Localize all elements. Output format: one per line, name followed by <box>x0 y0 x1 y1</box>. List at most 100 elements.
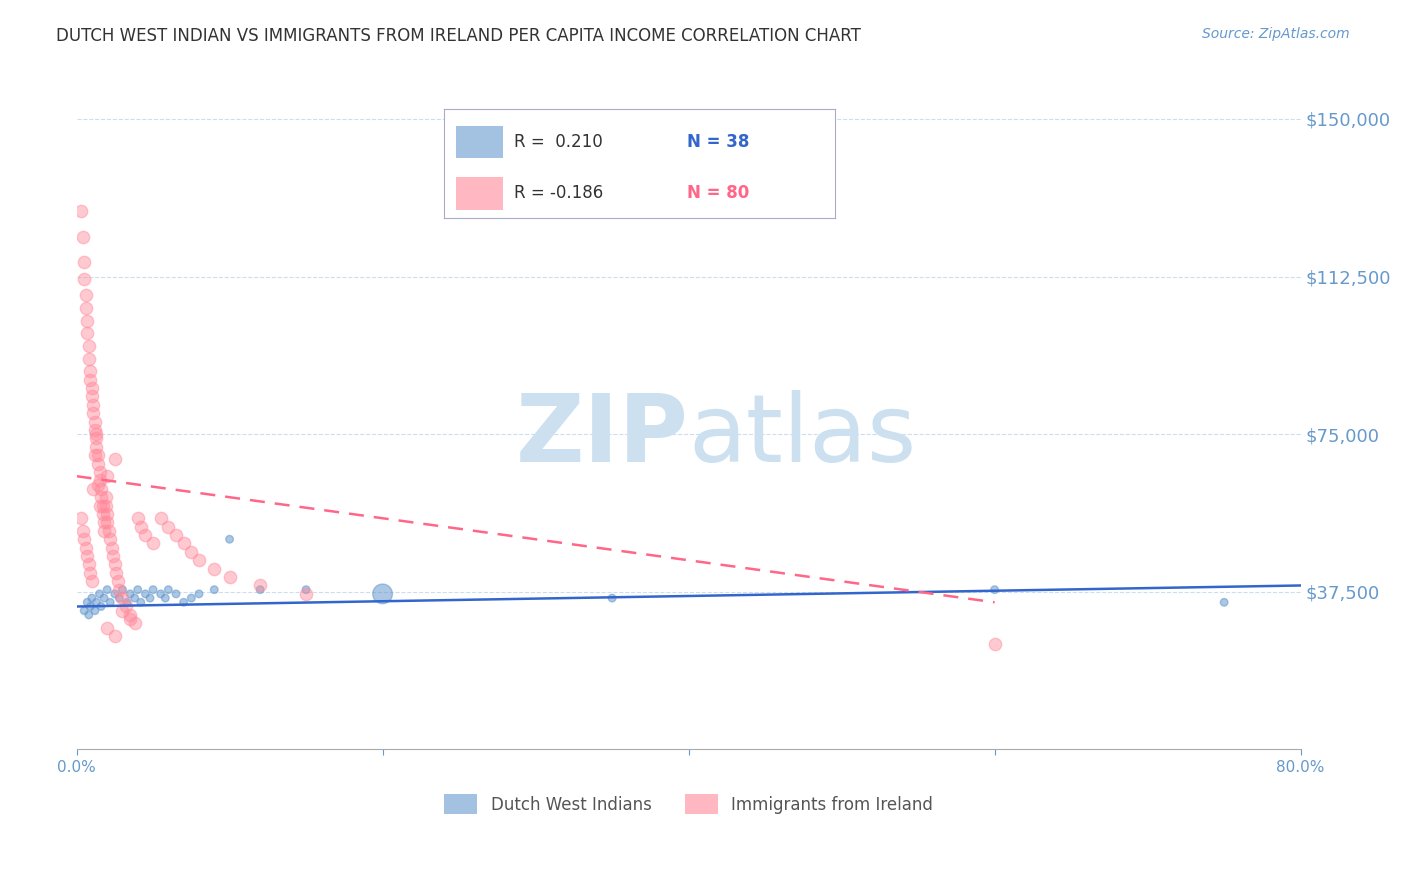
Point <box>79 599 101 614</box>
Point <box>104 558 127 572</box>
Point <box>80 574 103 589</box>
Point <box>180 545 202 559</box>
Point <box>1213 595 1236 609</box>
Point <box>115 595 138 609</box>
Point <box>87 448 110 462</box>
Point <box>142 582 165 597</box>
Point <box>111 582 134 597</box>
Point <box>96 582 118 597</box>
Point <box>188 587 211 601</box>
Point <box>87 457 110 471</box>
Legend: Dutch West Indians, Immigrants from Ireland: Dutch West Indians, Immigrants from Irel… <box>436 786 942 822</box>
Point <box>96 469 118 483</box>
Point <box>107 574 129 589</box>
Point <box>86 595 108 609</box>
Point <box>202 562 225 576</box>
Point <box>188 553 211 567</box>
Point <box>173 595 195 609</box>
Point <box>218 570 240 584</box>
Text: DUTCH WEST INDIAN VS IMMIGRANTS FROM IRELAND PER CAPITA INCOME CORRELATION CHART: DUTCH WEST INDIAN VS IMMIGRANTS FROM IRE… <box>56 27 860 45</box>
Point <box>108 591 131 606</box>
Text: Source: ZipAtlas.com: Source: ZipAtlas.com <box>1202 27 1350 41</box>
Point <box>157 519 180 533</box>
Point <box>249 582 271 597</box>
Point <box>96 516 118 530</box>
Point <box>218 533 240 547</box>
Point <box>80 381 103 395</box>
Text: atlas: atlas <box>689 390 917 483</box>
Point <box>73 533 96 547</box>
Point <box>157 582 180 597</box>
Point <box>983 637 1005 651</box>
Point <box>90 599 112 614</box>
Point <box>86 431 108 445</box>
Point <box>87 477 110 491</box>
Point <box>73 604 96 618</box>
Point <box>371 587 394 601</box>
Point <box>84 604 107 618</box>
Point <box>73 255 96 269</box>
Point <box>600 591 623 606</box>
Point <box>91 507 114 521</box>
Point <box>139 591 162 606</box>
Point <box>127 582 149 597</box>
Point <box>173 536 195 550</box>
Point <box>77 607 100 622</box>
Point <box>82 482 104 496</box>
Point <box>165 587 187 601</box>
Point <box>295 582 318 597</box>
Point <box>124 591 146 606</box>
Point <box>108 582 131 597</box>
Point <box>97 524 120 538</box>
Point <box>249 578 271 592</box>
Point <box>76 549 98 563</box>
Point <box>96 620 118 634</box>
Point <box>134 587 156 601</box>
Point <box>103 549 125 563</box>
Point <box>155 591 177 606</box>
Point <box>93 524 115 538</box>
Point <box>134 528 156 542</box>
Point <box>105 566 128 580</box>
Point <box>104 587 127 601</box>
Point <box>79 566 101 580</box>
Point <box>79 364 101 378</box>
Point <box>90 482 112 496</box>
Point <box>165 528 187 542</box>
Point <box>77 351 100 366</box>
Point <box>104 452 127 467</box>
Point <box>82 398 104 412</box>
Point <box>149 511 172 525</box>
Point <box>96 507 118 521</box>
Point <box>202 582 225 597</box>
Point <box>111 591 134 606</box>
Point <box>70 511 93 525</box>
Point <box>89 474 111 488</box>
Point <box>91 499 114 513</box>
Point <box>129 519 152 533</box>
Point <box>84 423 107 437</box>
Point <box>86 427 108 442</box>
Point <box>80 389 103 403</box>
Point <box>75 541 97 555</box>
Point <box>84 415 107 429</box>
Point <box>70 204 93 219</box>
Point <box>142 536 165 550</box>
Point <box>89 587 111 601</box>
Point <box>86 440 108 454</box>
Point <box>98 533 121 547</box>
Point <box>120 607 142 622</box>
Point <box>149 587 172 601</box>
Point <box>90 490 112 504</box>
Point <box>80 591 103 606</box>
Point <box>93 591 115 606</box>
Point <box>76 326 98 341</box>
Point <box>82 406 104 420</box>
Point <box>120 587 142 601</box>
Point <box>77 339 100 353</box>
Text: ZIP: ZIP <box>516 390 689 483</box>
Point <box>93 516 115 530</box>
Point <box>94 490 117 504</box>
Point <box>89 465 111 479</box>
Point <box>104 629 127 643</box>
